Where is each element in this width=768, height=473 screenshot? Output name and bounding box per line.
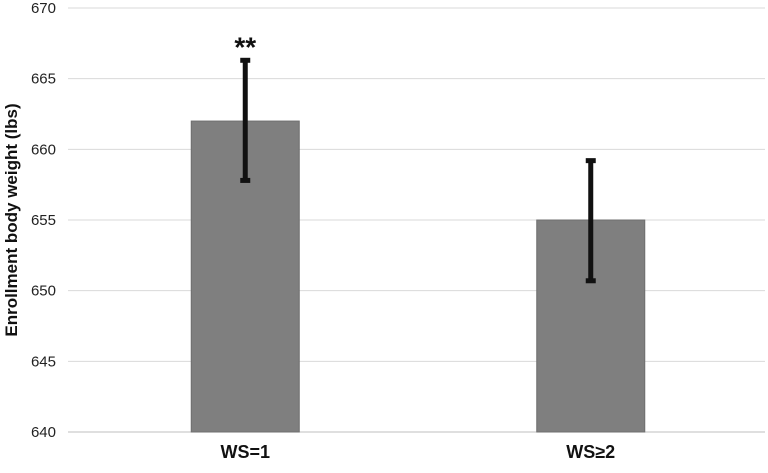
- y-tick-label: 650: [31, 283, 56, 300]
- y-tick-label: 665: [31, 71, 56, 88]
- annotations: **: [234, 31, 256, 62]
- x-tick-label: WS≥2: [566, 442, 615, 462]
- y-tick-label: 655: [31, 212, 56, 229]
- y-tick-label: 640: [31, 424, 56, 441]
- y-tick-label: 645: [31, 353, 56, 370]
- y-axis-label: Enrollment body weight (lbs): [2, 103, 21, 336]
- bars: [190, 120, 646, 433]
- y-tick-label: 660: [31, 141, 56, 158]
- y-tick-label: 670: [31, 0, 56, 17]
- significance-annotation: **: [234, 31, 256, 62]
- gridlines: [68, 7, 765, 433]
- x-tick-label: WS=1: [220, 442, 270, 462]
- x-axis-ticks: WS=1 WS≥2: [220, 442, 615, 462]
- error-bars: [240, 57, 596, 284]
- y-axis-ticks: 640 645 650 655 660 665 670: [31, 0, 56, 441]
